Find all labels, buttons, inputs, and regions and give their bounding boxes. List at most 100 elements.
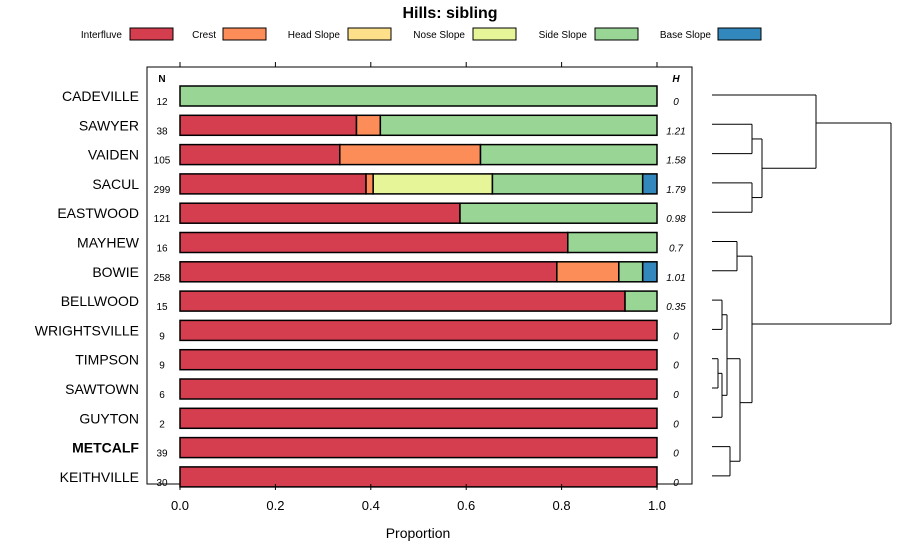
row-label: CADEVILLE: [62, 88, 139, 104]
n-value: 15: [156, 302, 168, 313]
row-label: SAWYER: [79, 117, 139, 133]
row-label: EASTWOOD: [57, 205, 139, 221]
chart-title: Hills: sibling: [402, 5, 497, 22]
row-label: VAIDEN: [88, 147, 139, 163]
bar-rows: CADEVILLE 12 0 SAWYER 38 1.21 VAIDEN 105 1.58 SAC…: [35, 85, 686, 489]
bar-segment-interfluve: [179, 378, 658, 400]
x-tick-label: 0.2: [266, 498, 284, 513]
n-value: 9: [159, 361, 165, 372]
bar-segment-side-slope: [567, 231, 658, 254]
bar-segment-side-slope: [479, 143, 658, 166]
h-value: 0: [673, 97, 679, 108]
bar-segment-interfluve: [179, 348, 658, 371]
legend-swatch-head-slope: [347, 27, 392, 41]
bar-segment-crest: [365, 173, 374, 195]
row-label: TIMPSON: [75, 352, 139, 368]
bar-segment-interfluve: [179, 231, 569, 254]
legend-swatch-nose-slope: [472, 27, 517, 41]
h-column-header: H: [672, 74, 680, 85]
row-guyton: GUYTON 2 0: [79, 407, 679, 430]
bar-segment-side-slope: [379, 114, 658, 137]
h-value: 0.7: [669, 244, 683, 255]
bar-segment-interfluve: [179, 114, 358, 137]
h-value: 1.01: [666, 273, 685, 284]
n-value: 6: [159, 390, 165, 401]
row-label: BELLWOOD: [61, 293, 139, 309]
row-bellwood: BELLWOOD 15 0.35: [61, 290, 686, 313]
row-keithville: KEITHVILLE 30 0: [60, 466, 679, 489]
legend-label-crest: Crest: [192, 30, 216, 41]
bar-segment-interfluve: [179, 202, 461, 224]
dendrogram: [712, 94, 892, 477]
legend: Interfluve Crest Head Slope Nose Slope Side …: [81, 27, 762, 41]
x-axis-title: Proportion: [386, 525, 451, 541]
h-value: 0: [673, 478, 679, 489]
h-value: 1.21: [666, 126, 685, 137]
x-tick-label: 1.0: [648, 498, 666, 513]
row-label: BOWIE: [92, 264, 139, 280]
h-value: 0: [673, 449, 679, 460]
n-value: 9: [159, 331, 165, 342]
h-value: 0.35: [666, 302, 686, 313]
bar-segment-crest: [355, 114, 382, 137]
n-value: 258: [154, 273, 171, 284]
bar-segment-base-slope: [641, 261, 658, 283]
row-sacul: SACUL 299 1.79: [92, 173, 686, 196]
bar-segment-base-slope: [641, 173, 658, 195]
row-label: KEITHVILLE: [60, 469, 139, 485]
bar-segment-interfluve: [179, 436, 658, 459]
top-axis-ticks: [179, 62, 658, 67]
row-timpson: TIMPSON 9 0: [75, 348, 679, 372]
row-mayhew: MAYHEW 16 0.7: [77, 231, 683, 255]
bar-segment-side-slope: [618, 261, 644, 283]
h-value: 0: [673, 331, 679, 342]
n-value: 12: [156, 97, 168, 108]
legend-label-nose-slope: Nose Slope: [413, 30, 465, 41]
h-value: 0: [673, 390, 679, 401]
bar-segment-interfluve: [179, 143, 341, 166]
legend-swatch-base-slope: [717, 27, 762, 41]
bar-segment-interfluve: [179, 290, 626, 312]
row-wrightsville: WRIGHTSVILLE 9 0: [35, 319, 679, 342]
legend-label-side-slope: Side Slope: [539, 30, 588, 41]
h-value: 1.58: [666, 156, 686, 167]
n-value: 2: [159, 419, 165, 430]
bar-segment-crest: [339, 143, 482, 166]
row-label: METCALF: [72, 440, 139, 456]
row-vaiden: VAIDEN 105 1.58: [88, 143, 686, 167]
row-cadeville: CADEVILLE 12 0: [62, 85, 679, 108]
legend-swatch-interfluve: [129, 27, 174, 41]
bar-segment-side-slope: [459, 202, 658, 224]
legend-label-interfluve: Interfluve: [81, 30, 123, 41]
legend-swatch-side-slope: [594, 27, 639, 41]
h-value: 1.79: [666, 185, 686, 196]
bar-segment-side-slope: [491, 173, 644, 195]
bar-segment-interfluve: [179, 407, 658, 430]
bar-segment-crest: [556, 261, 620, 283]
n-value: 30: [156, 478, 168, 489]
x-tick-label: 0.0: [171, 498, 189, 513]
bar-segment-interfluve: [179, 319, 658, 342]
x-tick-label: 0.8: [553, 498, 571, 513]
row-label: GUYTON: [79, 410, 139, 426]
n-value: 105: [154, 156, 171, 167]
x-axis: 0.0 0.2 0.4 0.6 0.8 1.0: [171, 484, 666, 513]
row-sawtown: SAWTOWN 6 0: [65, 378, 679, 401]
x-tick-label: 0.4: [362, 498, 380, 513]
bar-segment-side-slope: [179, 85, 658, 107]
legend-label-head-slope: Head Slope: [288, 30, 341, 41]
n-value: 299: [154, 185, 171, 196]
legend-swatch-crest: [222, 27, 267, 41]
n-value: 38: [156, 126, 168, 137]
n-value: 121: [154, 214, 171, 225]
h-value: 0: [673, 419, 679, 430]
row-bowie: BOWIE 258 1.01: [92, 261, 686, 284]
row-eastwood: EASTWOOD 121 0.98: [57, 202, 686, 225]
bar-segment-nose-slope: [372, 173, 494, 195]
h-value: 0.98: [666, 214, 686, 225]
n-value: 39: [156, 449, 168, 460]
x-tick-label: 0.6: [457, 498, 475, 513]
row-label: WRIGHTSVILLE: [35, 322, 139, 338]
row-metcalf: METCALF 39 0: [72, 436, 679, 460]
